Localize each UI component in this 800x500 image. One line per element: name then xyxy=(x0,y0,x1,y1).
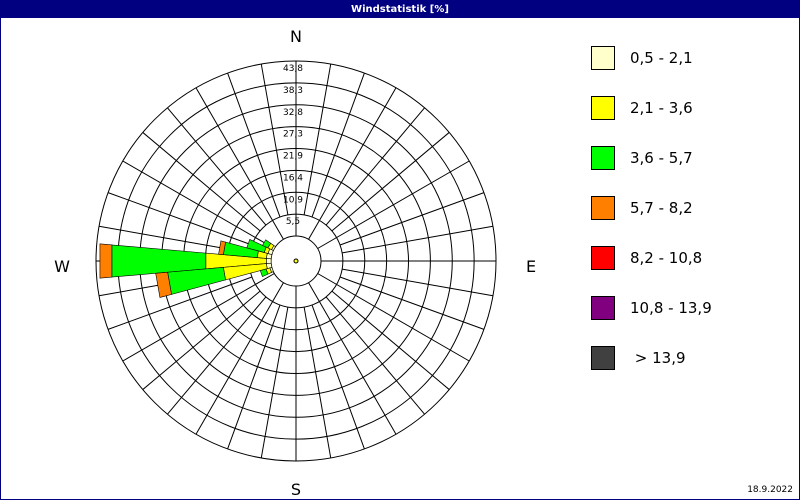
legend-item: 8,2 - 10,8 xyxy=(591,246,781,272)
grid-spoke xyxy=(342,225,494,254)
legend-label: 8,2 - 10,8 xyxy=(630,249,703,267)
wind-bar-segment xyxy=(218,240,226,255)
legend-item: 2,1 - 3,6 xyxy=(591,96,781,122)
wind-rose: 5,5 10,9 16,4 21,9 27,3 32,8 38,3 43,8 N E S W xyxy=(54,27,536,499)
legend-item: > 13,9 xyxy=(591,346,781,372)
grid-spoke xyxy=(325,107,425,226)
grid-spoke xyxy=(311,304,365,450)
wind-bar-segment xyxy=(246,239,267,253)
wind-bar-segment xyxy=(266,258,272,264)
legend-item: 5,7 - 8,2 xyxy=(591,196,781,222)
grid-spoke xyxy=(142,290,261,390)
center-dot xyxy=(293,258,299,264)
grid-spoke xyxy=(331,290,450,390)
wind-bar-segment xyxy=(259,268,269,278)
radial-tick-label: 38,3 xyxy=(283,86,303,96)
grid-spoke xyxy=(142,132,261,232)
radial-tick-label: 5,5 xyxy=(286,217,300,227)
legend-item: 3,6 - 5,7 xyxy=(591,146,781,172)
radial-tick-label: 21,9 xyxy=(283,152,303,162)
legend-item: 10,8 - 13,9 xyxy=(591,296,781,322)
legend-label: > 13,9 xyxy=(630,349,686,367)
radial-tick-label: 43,8 xyxy=(283,64,303,74)
east-label: E xyxy=(526,257,536,276)
grid-spoke xyxy=(331,132,450,232)
grid-spoke xyxy=(317,273,470,362)
chart-date: 18.9.2022 xyxy=(747,485,793,495)
grid-spoke xyxy=(311,72,365,218)
legend-label: 0,5 - 2,1 xyxy=(630,49,693,67)
legend-label: 3,6 - 5,7 xyxy=(630,149,693,167)
radial-tick-label: 32,8 xyxy=(283,108,303,118)
radial-tick-label: 27,3 xyxy=(283,130,303,140)
grid-spoke xyxy=(339,192,485,246)
grid-spoke xyxy=(122,273,275,362)
wind-bar-segment xyxy=(155,271,172,298)
legend-swatch xyxy=(591,96,615,120)
grid-spoke xyxy=(107,276,253,330)
wind-bar-segment xyxy=(262,239,272,249)
legend-label: 5,7 - 8,2 xyxy=(630,199,693,217)
grid-spoke xyxy=(107,192,253,246)
radial-tick-label: 16,4 xyxy=(283,173,303,183)
grid-spoke xyxy=(308,87,397,240)
grid-spoke xyxy=(122,160,275,249)
grid-spoke xyxy=(342,268,494,297)
legend-swatch xyxy=(591,246,615,270)
legend-swatch xyxy=(591,196,615,220)
legend-swatch xyxy=(591,46,615,70)
grid-spoke xyxy=(339,276,485,330)
legend-swatch xyxy=(591,346,615,370)
grid-spoke xyxy=(227,72,281,218)
north-label: N xyxy=(290,27,302,46)
wind-bars xyxy=(99,239,276,298)
radial-tick-label: 10,9 xyxy=(283,195,303,205)
grid-spoke xyxy=(167,296,267,415)
grid-spoke xyxy=(260,63,289,215)
grid-spoke xyxy=(303,307,332,459)
polar-grid xyxy=(95,60,497,462)
grid-spoke xyxy=(303,63,332,215)
grid-spoke xyxy=(195,87,284,240)
grid-spoke xyxy=(317,160,470,249)
radial-ticks: 5,5 10,9 16,4 21,9 27,3 32,8 38,3 43,8 xyxy=(283,64,303,227)
grid-spoke xyxy=(227,304,281,450)
south-label: S xyxy=(291,480,301,499)
chart-title: Windstatistik [%] xyxy=(1,1,799,18)
legend-label: 2,1 - 3,6 xyxy=(630,99,693,117)
grid-spoke xyxy=(325,296,425,415)
legend-swatch xyxy=(591,146,615,170)
grid-spoke xyxy=(308,282,397,435)
grid-spoke xyxy=(260,307,289,459)
wind-bar-segment xyxy=(99,243,113,279)
grid-spoke xyxy=(167,107,267,226)
legend-item: 0,5 - 2,1 xyxy=(591,46,781,72)
legend-swatch xyxy=(591,296,615,320)
west-label: W xyxy=(54,257,70,276)
legend-label: 10,8 - 13,9 xyxy=(630,299,712,317)
grid-spoke xyxy=(195,282,284,435)
